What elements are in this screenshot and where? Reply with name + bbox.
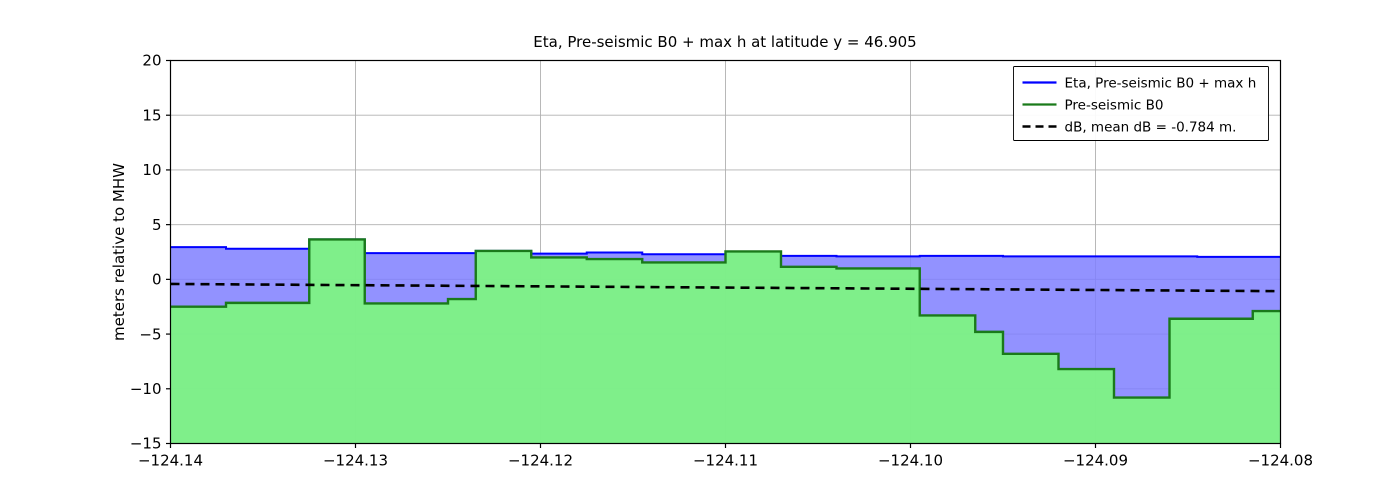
y-tick-label: 5: [152, 216, 162, 234]
y-axis-label: meters relative to MHW: [110, 163, 128, 341]
x-tick-label: −124.08: [1248, 452, 1313, 470]
x-tick-label: −124.10: [878, 452, 943, 470]
mean-db-dashed-line: [170, 282, 1281, 293]
y-tick-label: 15: [142, 106, 161, 124]
x-tick-label: −124.09: [1063, 452, 1128, 470]
series-fill-areas: [170, 239, 1281, 444]
chart-title: Eta, Pre-seismic B0 + max h at latitude …: [533, 33, 916, 51]
x-tick-label: −124.13: [323, 452, 388, 470]
y-tick-label: −5: [139, 325, 161, 343]
x-tick-label: −124.14: [138, 452, 203, 470]
y-tick-label: −15: [130, 435, 162, 453]
y-tick-label: 0: [152, 271, 162, 289]
b0-fill-area: [170, 239, 1281, 444]
b0-line: [170, 238, 1281, 399]
y-tick-label: −10: [130, 380, 162, 398]
chart-legend: Eta, Pre-seismic B0 + max h Pre-seismic B…: [1013, 66, 1269, 141]
x-axis-ticks: −124.14 −124.13 −124.12 −124.11 −124.10 −124.…: [138, 443, 1313, 470]
mean-db-line: [170, 282, 1281, 293]
legend-background: [1013, 66, 1269, 141]
x-tick-label: −124.11: [693, 452, 758, 470]
y-tick-label: 20: [142, 52, 161, 70]
legend-label: dB, mean dB = -0.784 m.: [1065, 120, 1237, 136]
y-axis-ticks: −15 −10 −5 0 5 10 15 20: [130, 52, 171, 453]
legend-label: Pre-seismic B0: [1065, 98, 1164, 114]
legend-label: Eta, Pre-seismic B0 + max h: [1065, 76, 1257, 92]
y-tick-label: 10: [142, 161, 161, 179]
series-lines: [170, 238, 1281, 399]
x-tick-label: −124.12: [508, 452, 573, 470]
